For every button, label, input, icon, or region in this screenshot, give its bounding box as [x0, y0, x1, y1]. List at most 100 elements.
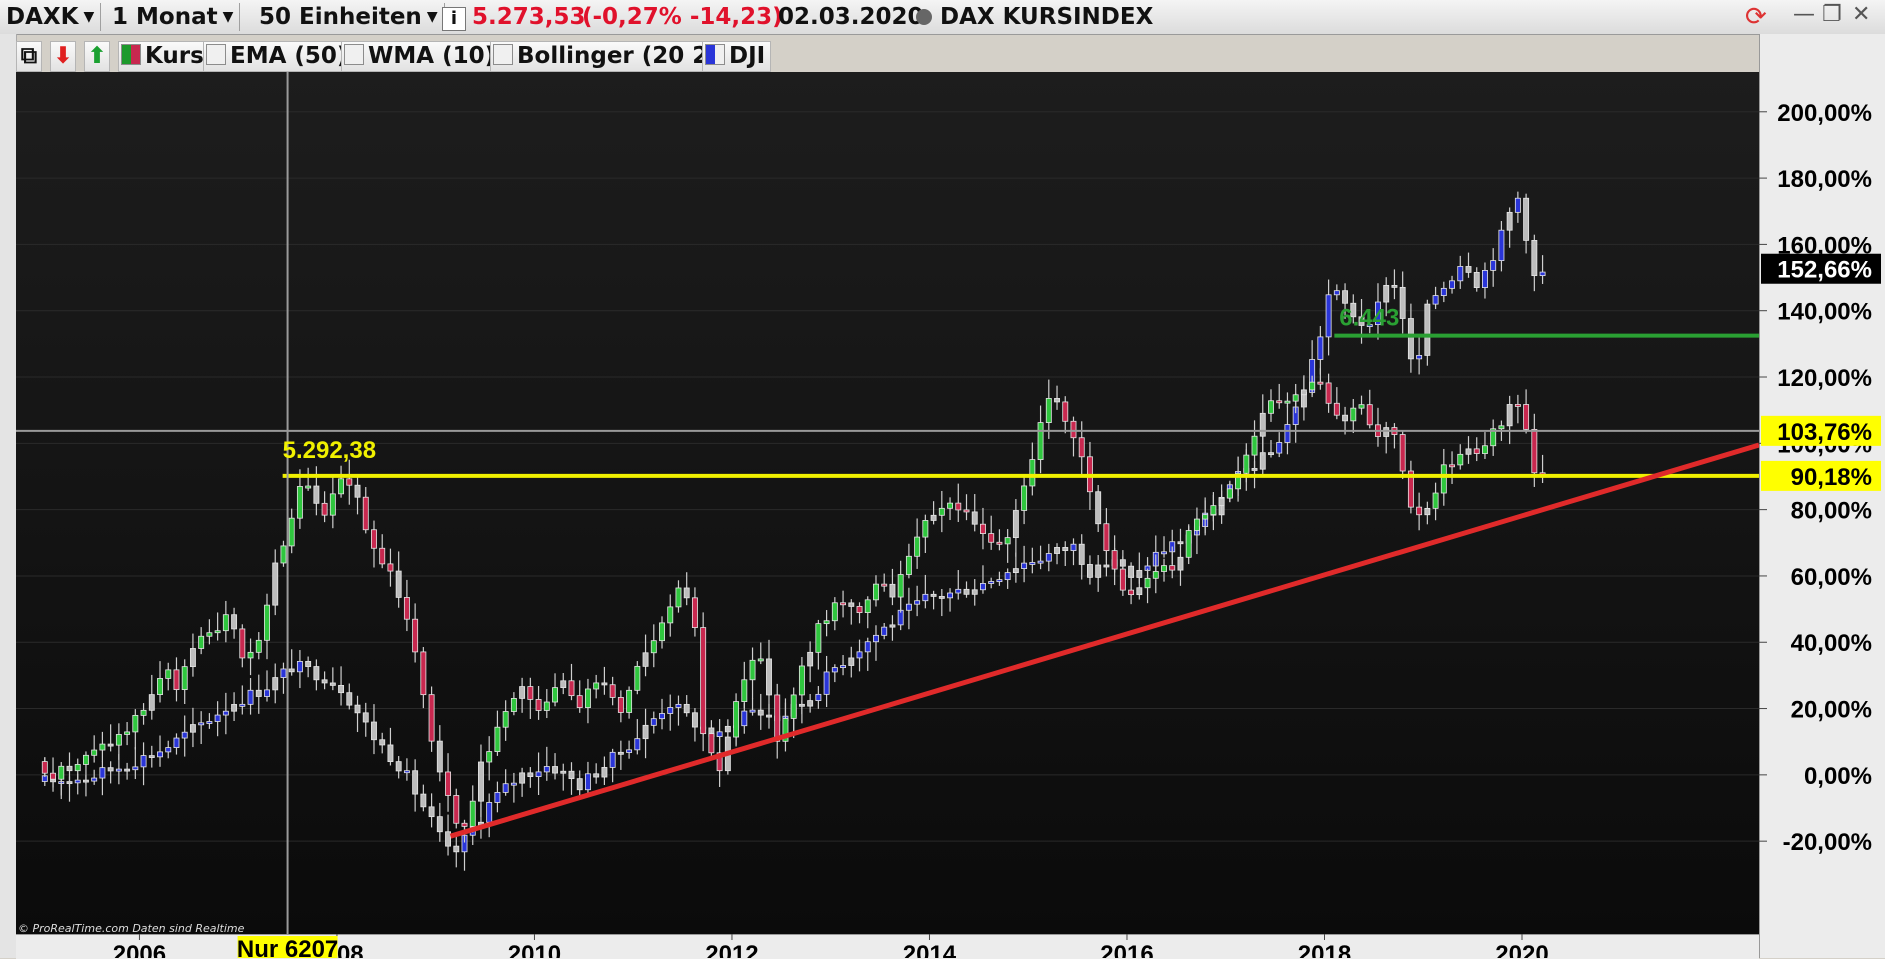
kurs-candle	[206, 632, 213, 637]
kurs-candle	[1523, 404, 1530, 430]
kurs-candle	[231, 614, 238, 630]
kurs-candle	[264, 604, 270, 641]
kurs-candle	[436, 740, 443, 773]
dji-candle	[255, 689, 262, 697]
dji-candle	[1161, 551, 1167, 555]
dji-candle	[1399, 286, 1406, 319]
kurs-candle	[1111, 550, 1118, 570]
arrow-down-icon[interactable]: ⬇	[50, 41, 76, 72]
dji-candle	[1358, 316, 1365, 326]
kurs-candle	[222, 614, 229, 632]
dji-candle	[807, 700, 814, 707]
kurs-candle	[362, 496, 369, 531]
kurs-candle	[601, 682, 608, 686]
dji-candle	[379, 739, 386, 746]
dji-candle	[1276, 442, 1283, 454]
dji-candle	[617, 751, 624, 755]
dji-candle	[963, 588, 970, 595]
period-selector[interactable]: 1 Monat ▼	[106, 3, 241, 31]
dji-candle	[922, 593, 929, 602]
indicator-wma[interactable]: WMA (10)	[341, 41, 502, 72]
layers-icon[interactable]: ⧉	[16, 41, 42, 72]
dji-candle	[1037, 560, 1044, 564]
kurs-candle	[115, 734, 122, 746]
dji-candle	[848, 657, 855, 666]
arrow-up-icon[interactable]: ⬆	[84, 41, 110, 72]
dji-candle	[716, 731, 723, 737]
kurs-candle	[519, 686, 526, 699]
info-icon[interactable]: i	[442, 3, 466, 31]
kurs-candle	[354, 484, 361, 498]
dji-candle	[148, 755, 155, 758]
units-selector[interactable]: 50 Einheiten ▼	[253, 3, 445, 31]
dji-candle	[1070, 543, 1077, 551]
dji-candle	[387, 744, 394, 763]
dji-candle	[741, 710, 748, 727]
dji-candle	[1391, 284, 1398, 288]
indicator-kurs[interactable]: Kurs	[118, 41, 210, 72]
dji-candle	[593, 773, 600, 778]
dji-candle	[1317, 336, 1324, 360]
dji-candle	[1440, 287, 1447, 296]
level-label: 103,76%	[1777, 419, 1872, 446]
dji-candle	[823, 671, 830, 695]
y-axis-panel[interactable]	[1759, 34, 1885, 958]
kurs-candle	[1276, 400, 1283, 404]
kurs-candle	[1259, 412, 1266, 437]
kurs-candle	[675, 587, 682, 608]
kurs-candle	[584, 688, 591, 708]
kurs-candle	[1490, 428, 1497, 447]
plot-area[interactable]	[16, 72, 1759, 934]
support-line[interactable]	[449, 442, 1759, 839]
level-label: 90,18%	[1791, 464, 1872, 491]
indicator-dji[interactable]: DJI	[702, 41, 772, 72]
dji-candle	[346, 692, 353, 706]
level-label-bg	[1761, 415, 1881, 446]
kurs-candle	[445, 771, 451, 796]
kurs-candle	[889, 583, 896, 598]
kurs-candle	[1045, 398, 1052, 423]
dji-candle	[1366, 324, 1373, 328]
wma-swatch-icon	[344, 44, 364, 65]
minimize-icon[interactable]: —	[1793, 2, 1815, 27]
dji-candle	[1062, 547, 1069, 551]
refresh-icon[interactable]: ⟳	[1745, 2, 1767, 32]
restore-icon[interactable]: ❐	[1822, 2, 1842, 27]
dji-candle	[395, 761, 402, 772]
dji-candle	[1333, 290, 1340, 296]
dji-candle	[486, 802, 493, 823]
kurs-candle	[626, 689, 633, 713]
dji-candle	[338, 684, 345, 694]
kurs-candle	[807, 651, 814, 667]
kurs-candle	[91, 749, 98, 756]
kurs-candle	[552, 687, 558, 703]
kurs-candle	[478, 761, 484, 802]
dji-candle	[313, 666, 320, 681]
kurs-candle	[733, 701, 740, 738]
dji-candle	[1482, 269, 1488, 288]
kurs-candle	[50, 772, 56, 780]
kurs-candle	[1366, 404, 1373, 426]
kurs-candle	[272, 562, 279, 606]
dji-candle	[675, 703, 682, 708]
dji-candle	[609, 751, 616, 768]
kurs-candle	[576, 695, 583, 708]
dji-candle	[124, 768, 131, 772]
dji-candle	[1012, 568, 1019, 574]
chart-annotation: 6.443	[1339, 305, 1399, 332]
dji-candle	[272, 677, 279, 691]
indicator-ema[interactable]: EMA (50)	[203, 41, 354, 72]
symbol-selector[interactable]: DAXK ▼	[0, 3, 102, 31]
indicator-bollinger[interactable]: Bollinger (20 2)	[490, 41, 725, 72]
kurs-candle	[650, 640, 657, 654]
kurs-candle	[971, 511, 978, 525]
kurs-candle	[1095, 491, 1102, 525]
dji-candle	[634, 738, 641, 751]
bollinger-swatch-icon	[493, 44, 513, 65]
dji-candle	[980, 583, 986, 591]
kurs-candle	[140, 709, 147, 716]
dji-candle	[1424, 303, 1431, 356]
kurs-swatch-icon	[121, 44, 141, 65]
dji-candle	[1268, 452, 1274, 456]
close-icon[interactable]: ✕	[1852, 2, 1871, 27]
